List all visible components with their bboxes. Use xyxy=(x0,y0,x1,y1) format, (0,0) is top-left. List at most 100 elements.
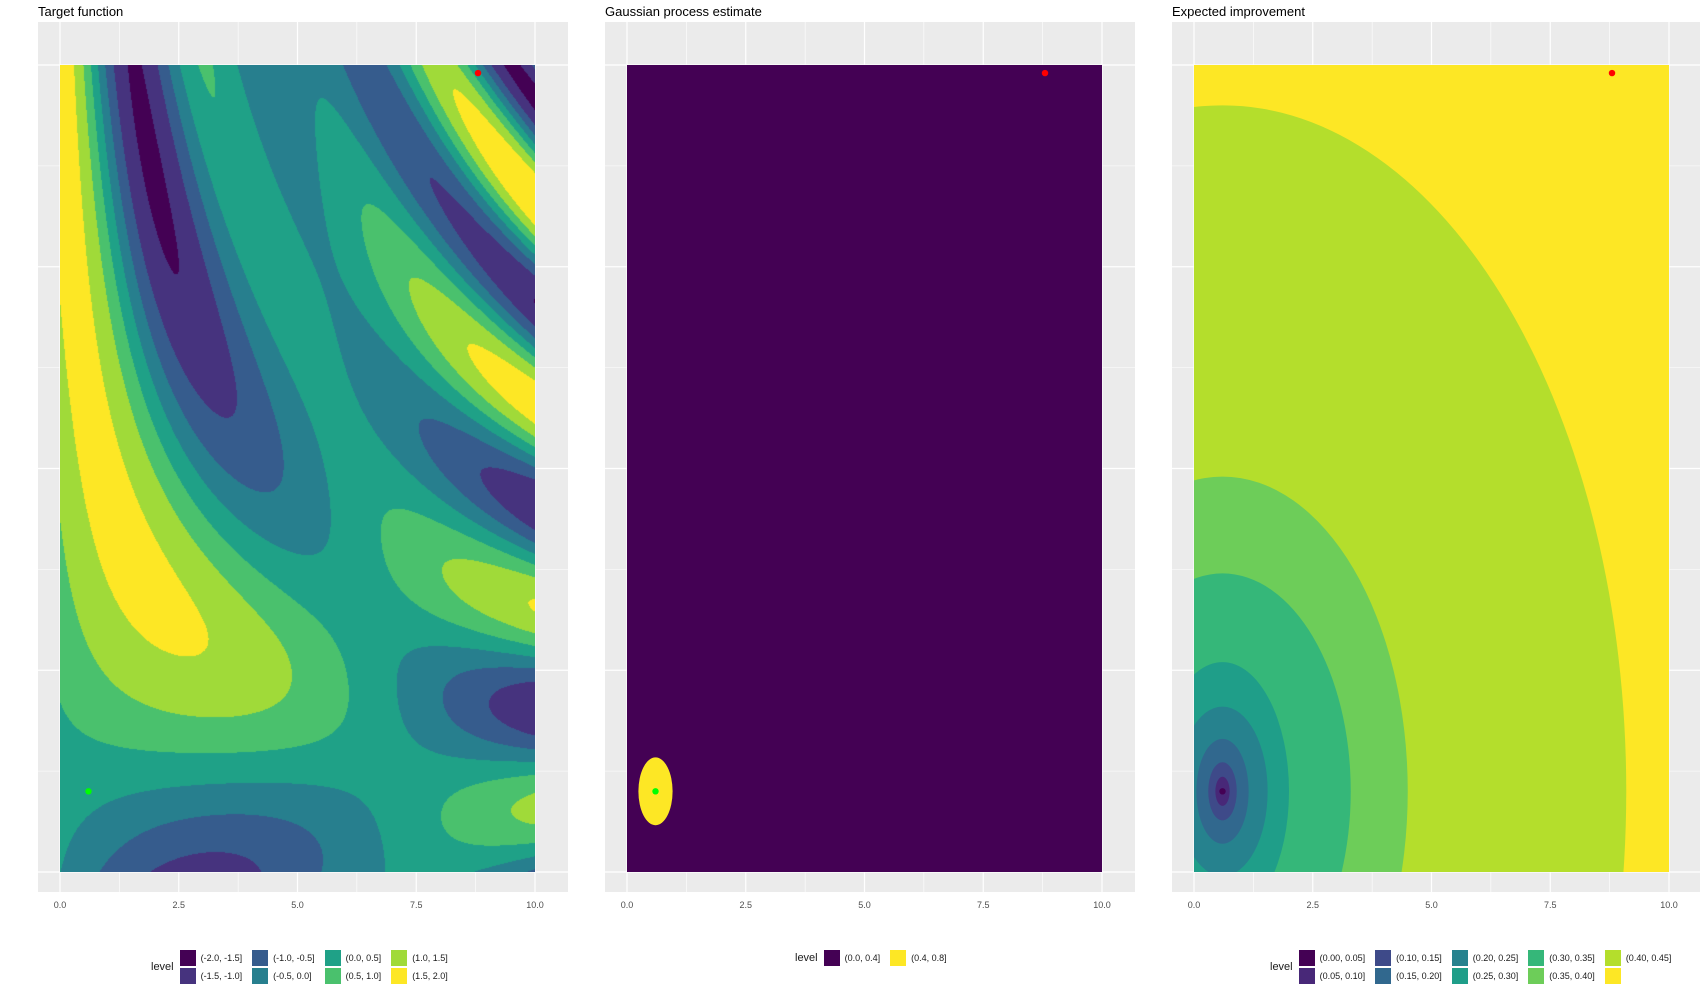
legend-label: (1.0, 1.5] xyxy=(412,953,448,963)
legend-swatch xyxy=(252,968,269,984)
data-point xyxy=(652,788,659,795)
x-tick-label: 5.0 xyxy=(858,900,871,910)
contour-fill xyxy=(1194,65,1669,872)
legend-item: (0.10, 0.15] xyxy=(1375,950,1442,966)
legend-label: (-0.5, 0.0] xyxy=(273,971,312,981)
panel-gaussian-process-estimate: Gaussian process estimate 0.0 2.5 5.0 7.5 10… xyxy=(605,0,1135,1000)
legend-item: (0.35, 0.40] xyxy=(1528,968,1595,984)
legend-swatch xyxy=(1298,950,1315,966)
legend: level (-2.0, -1.5] (-1.5, -1.0] (-1.0, -0.… xyxy=(151,950,448,984)
legend-label: (0.30, 0.35] xyxy=(1549,953,1595,963)
legend-swatch xyxy=(1298,968,1315,984)
legend-items: (0.0, 0.4] (0.4, 0.8] xyxy=(823,950,947,966)
target-function-plot: 0.02.55.07.510.00.02.55.07.510.0 xyxy=(38,22,568,910)
legend-item: (0.15, 0.20] xyxy=(1375,968,1442,984)
legend-label: (0.0, 0.5] xyxy=(345,953,382,963)
contour-fill xyxy=(60,65,535,872)
legend-swatch xyxy=(1451,950,1468,966)
legend-item: (0.4, 0.8] xyxy=(890,950,947,966)
legend-label: (0.10, 0.15] xyxy=(1396,953,1442,963)
x-tick-label: 2.5 xyxy=(172,900,185,910)
data-point xyxy=(1219,788,1226,795)
legend-item: (1.5, 2.0] xyxy=(391,968,448,984)
panel-target-function: Target function 0.02.55.07.510.00.02.55.… xyxy=(38,0,568,1000)
legend-items: (-2.0, -1.5] (-1.5, -1.0] (-1.0, -0.5] (-0.… xyxy=(179,950,448,984)
legend-swatch xyxy=(1375,968,1392,984)
x-tick-label: 10.0 xyxy=(1660,900,1678,910)
chart-title: Expected improvement xyxy=(1172,4,1305,19)
legend: level (0.0, 0.4] (0.4, 0.8] xyxy=(795,950,947,966)
legend-item: (-2.0, -1.5] xyxy=(179,950,243,966)
legend-swatch xyxy=(1528,950,1545,966)
legend-items: (0.00, 0.05] (0.05, 0.10] (0.10, 0.15] (0.1… xyxy=(1298,950,1672,984)
legend-label: (0.15, 0.20] xyxy=(1396,971,1442,981)
legend-item: (0.05, 0.10] xyxy=(1298,968,1366,984)
legend-item: (0.5, 1.0] xyxy=(324,968,382,984)
legend-swatch xyxy=(179,950,196,966)
legend-label: (1.5, 2.0] xyxy=(412,971,448,981)
legend-item: (0.0, 0.5] xyxy=(324,950,382,966)
x-tick-label: 7.5 xyxy=(410,900,423,910)
legend-item xyxy=(1604,968,1672,984)
legend-swatch xyxy=(1604,968,1621,984)
legend-item: (0.0, 0.4] xyxy=(823,950,881,966)
legend-label: (-1.5, -1.0] xyxy=(200,971,243,981)
legend-swatch xyxy=(1375,950,1392,966)
legend-title: level xyxy=(1270,961,1293,973)
contour-fill xyxy=(627,65,1102,872)
legend-label: (0.05, 0.10] xyxy=(1319,971,1366,981)
legend-item: (-0.5, 0.0] xyxy=(252,968,315,984)
legend-item: (1.0, 1.5] xyxy=(391,950,448,966)
legend-item: (0.25, 0.30] xyxy=(1451,968,1519,984)
legend-label: (0.0, 0.4] xyxy=(844,953,881,963)
x-tick-label: 7.5 xyxy=(977,900,990,910)
legend: level (0.00, 0.05] (0.05, 0.10] (0.10, 0.1… xyxy=(1270,950,1671,984)
legend-title: level xyxy=(795,952,818,964)
legend-label: (0.25, 0.30] xyxy=(1472,971,1519,981)
legend-swatch xyxy=(1604,950,1621,966)
legend-swatch xyxy=(179,968,196,984)
legend-item: (0.00, 0.05] xyxy=(1298,950,1366,966)
legend-label: (0.20, 0.25] xyxy=(1472,953,1519,963)
x-tick-label: 2.5 xyxy=(1306,900,1319,910)
legend-swatch xyxy=(324,968,341,984)
x-tick-label: 10.0 xyxy=(1093,900,1111,910)
legend-swatch xyxy=(1528,968,1545,984)
expected-improvement-plot: 0.02.55.07.510.00.02.55.07.510.0 xyxy=(1172,22,1700,910)
legend-item: (-1.0, -0.5] xyxy=(252,950,315,966)
legend-swatch xyxy=(391,968,408,984)
chart-title: Gaussian process estimate xyxy=(605,4,762,19)
x-tick-label: 0.0 xyxy=(1188,900,1201,910)
x-tick-label: 0.0 xyxy=(621,900,634,910)
chart-title: Target function xyxy=(38,4,124,19)
x-tick-label: 2.5 xyxy=(739,900,752,910)
legend-label: (-1.0, -0.5] xyxy=(273,953,315,963)
legend-item: (-1.5, -1.0] xyxy=(179,968,243,984)
gaussian-process-plot: 0.02.55.07.510.00.02.55.07.510.0 xyxy=(605,22,1135,910)
legend-label: (0.5, 1.0] xyxy=(345,971,382,981)
data-point xyxy=(1041,69,1049,77)
legend-swatch xyxy=(890,950,907,966)
legend-label: (0.00, 0.05] xyxy=(1319,953,1366,963)
panel-expected-improvement: Expected improvement 0.02.55.07.510.00.0… xyxy=(1172,0,1700,1000)
legend-swatch xyxy=(252,950,269,966)
x-tick-label: 5.0 xyxy=(1425,900,1438,910)
x-tick-label: 5.0 xyxy=(291,900,304,910)
legend-label: (-2.0, -1.5] xyxy=(200,953,243,963)
legend-swatch xyxy=(823,950,840,966)
x-tick-label: 0.0 xyxy=(54,900,67,910)
x-tick-label: 7.5 xyxy=(1544,900,1557,910)
legend-swatch xyxy=(391,950,408,966)
legend-item: (0.40, 0.45] xyxy=(1604,950,1672,966)
legend-item: (0.20, 0.25] xyxy=(1451,950,1519,966)
data-point xyxy=(85,788,92,795)
legend-label: (0.35, 0.40] xyxy=(1549,971,1595,981)
data-point xyxy=(474,69,482,77)
x-tick-label: 10.0 xyxy=(526,900,544,910)
legend-item: (0.30, 0.35] xyxy=(1528,950,1595,966)
data-point xyxy=(1608,69,1616,77)
legend-swatch xyxy=(1451,968,1468,984)
legend-label: (0.4, 0.8] xyxy=(911,953,947,963)
legend-label: (0.40, 0.45] xyxy=(1625,953,1672,963)
legend-title: level xyxy=(151,961,174,973)
